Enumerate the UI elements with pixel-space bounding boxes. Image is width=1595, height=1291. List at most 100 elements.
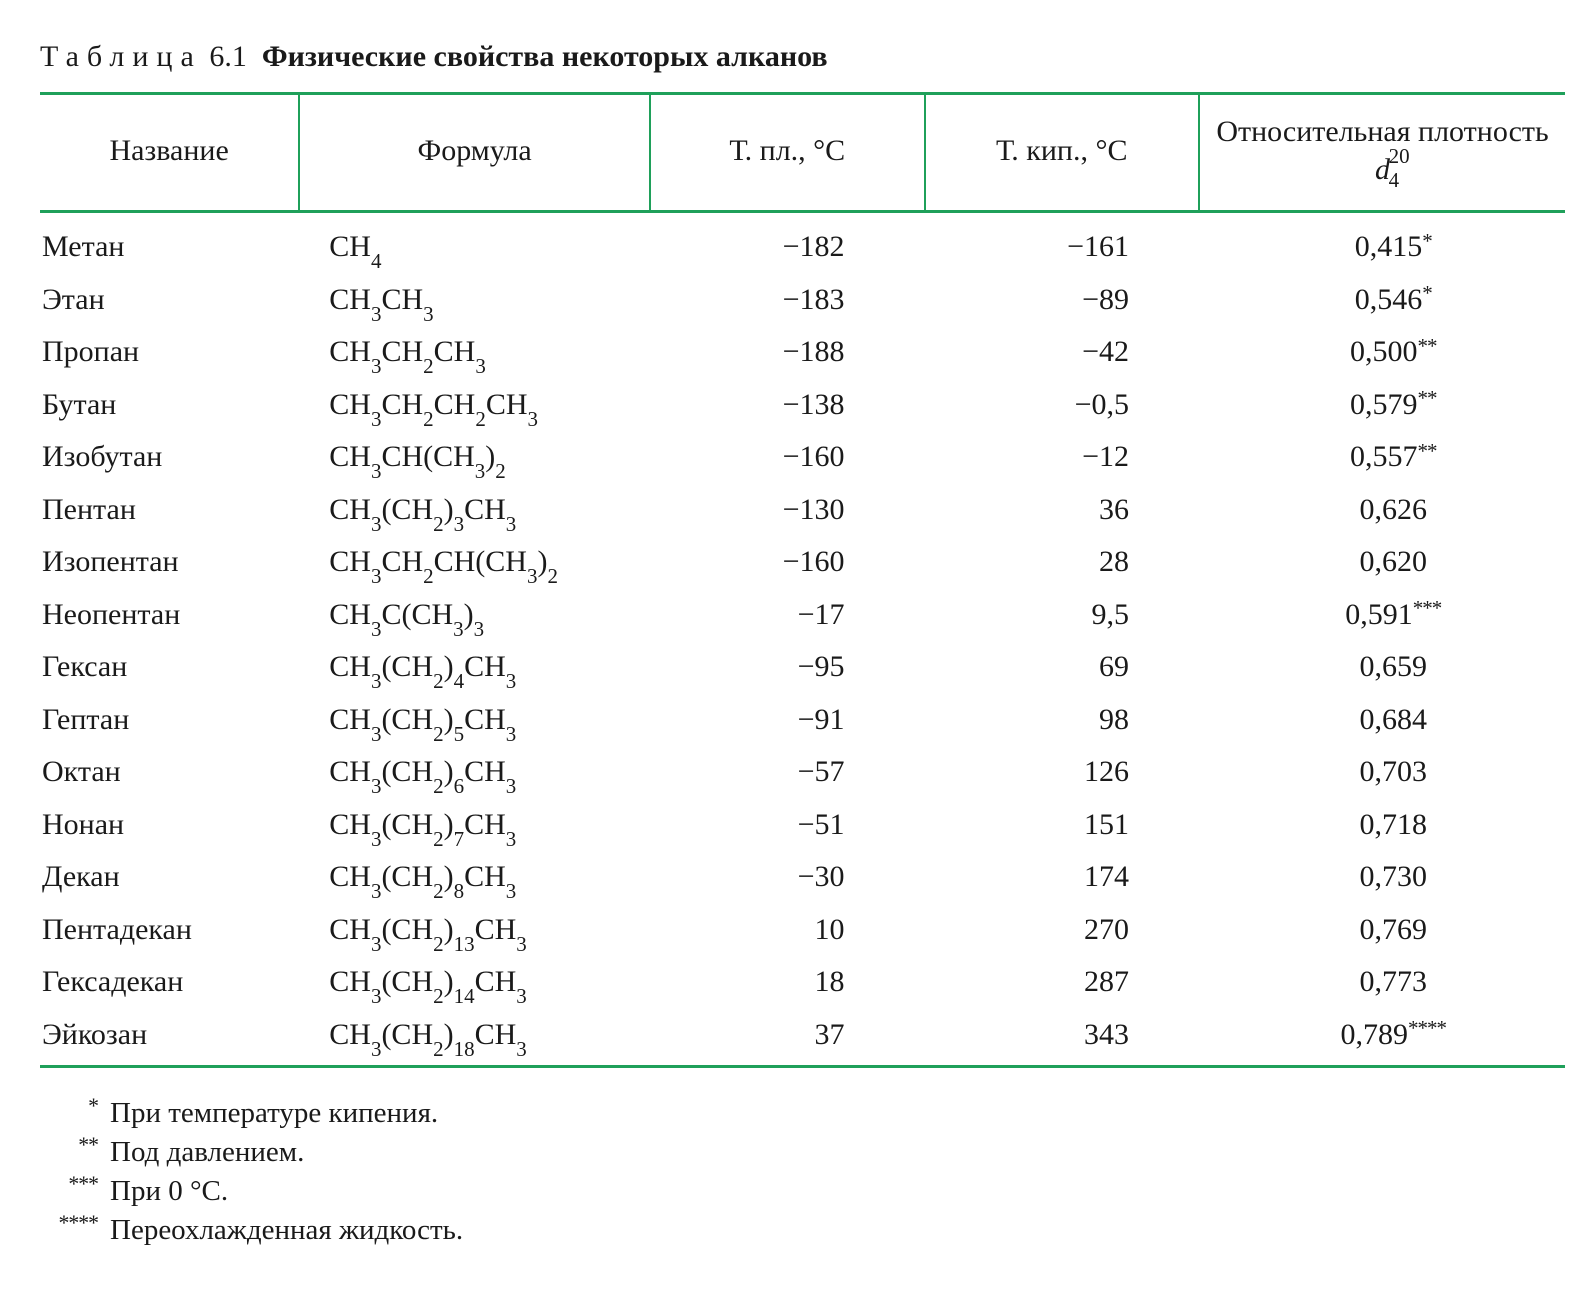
footnote-row: *При температуре кипения. bbox=[40, 1094, 1565, 1133]
cell-density: 0,659 bbox=[1199, 641, 1565, 694]
footnote-text: Переохлажденная жидкость. bbox=[110, 1211, 1565, 1250]
cell-name: Гексан bbox=[40, 641, 299, 694]
table-row: ГексанCH3(CH2)4CH3−95690,659 bbox=[40, 641, 1565, 694]
cell-boiling-point: 28 bbox=[925, 536, 1200, 589]
cell-boiling-point: −42 bbox=[925, 326, 1200, 379]
cell-formula: CH4 bbox=[299, 212, 650, 274]
cell-formula: CH3(CH2)7CH3 bbox=[299, 799, 650, 852]
cell-melting-point: −183 bbox=[650, 274, 925, 327]
footnote-row: **Под давлением. bbox=[40, 1133, 1565, 1172]
cell-formula: CH3(CH2)14CH3 bbox=[299, 956, 650, 1009]
col-header-tb: Т. кип., °C bbox=[925, 94, 1200, 212]
footnote-text: При 0 °C. bbox=[110, 1172, 1565, 1211]
cell-melting-point: −17 bbox=[650, 589, 925, 642]
col-header-formula: Формула bbox=[299, 94, 650, 212]
cell-density: 0,718 bbox=[1199, 799, 1565, 852]
cell-name: Изобутан bbox=[40, 431, 299, 484]
table-row: ЭйкозанCH3(CH2)18CH3373430,789**** bbox=[40, 1009, 1565, 1067]
cell-boiling-point: 69 bbox=[925, 641, 1200, 694]
cell-melting-point: −51 bbox=[650, 799, 925, 852]
cell-formula: CH3CH(CH3)2 bbox=[299, 431, 650, 484]
table-row: ДеканCH3(CH2)8CH3−301740,730 bbox=[40, 851, 1565, 904]
cell-melting-point: 18 bbox=[650, 956, 925, 1009]
table-row: ГексадеканCH3(CH2)14CH3182870,773 bbox=[40, 956, 1565, 1009]
table-row: ПентадеканCH3(CH2)13CH3102700,769 bbox=[40, 904, 1565, 957]
table-row: НеопентанCH3C(CH3)3−179,50,591*** bbox=[40, 589, 1565, 642]
cell-boiling-point: −12 bbox=[925, 431, 1200, 484]
cell-boiling-point: −89 bbox=[925, 274, 1200, 327]
cell-melting-point: −30 bbox=[650, 851, 925, 904]
cell-melting-point: −95 bbox=[650, 641, 925, 694]
footnote-mark: *** bbox=[40, 1170, 110, 1209]
caption-number: 6.1 bbox=[209, 40, 247, 73]
footnote-mark: ** bbox=[1418, 439, 1437, 463]
footnote-mark: *** bbox=[1413, 596, 1442, 620]
density-label-prefix: Относительная плотность bbox=[1216, 115, 1548, 148]
cell-formula: CH3CH2CH(CH3)2 bbox=[299, 536, 650, 589]
footnote-mark: ** bbox=[40, 1131, 110, 1170]
cell-formula: CH3(CH2)8CH3 bbox=[299, 851, 650, 904]
cell-name: Пропан bbox=[40, 326, 299, 379]
cell-density: 0,579** bbox=[1199, 379, 1565, 432]
cell-name: Нонан bbox=[40, 799, 299, 852]
cell-name: Декан bbox=[40, 851, 299, 904]
caption-title: Физические свойства некоторых алканов bbox=[262, 40, 828, 73]
cell-density: 0,591*** bbox=[1199, 589, 1565, 642]
table-row: ПентанCH3(CH2)3CH3−130360,626 bbox=[40, 484, 1565, 537]
table-header-row: Название Формула Т. пл., °C Т. кип., °C … bbox=[40, 94, 1565, 212]
footnote-mark: * bbox=[1422, 229, 1432, 253]
cell-formula: CH3(CH2)3CH3 bbox=[299, 484, 650, 537]
cell-melting-point: −57 bbox=[650, 746, 925, 799]
cell-melting-point: 10 bbox=[650, 904, 925, 957]
table-caption: Таблица 6.1 Физические свойства некоторы… bbox=[40, 40, 1565, 74]
table-row: ГептанCH3(CH2)5CH3−91980,684 bbox=[40, 694, 1565, 747]
footnote-row: ****Переохлажденная жидкость. bbox=[40, 1211, 1565, 1250]
cell-name: Этан bbox=[40, 274, 299, 327]
table-row: ИзобутанCH3CH(CH3)2−160−120,557** bbox=[40, 431, 1565, 484]
cell-name: Метан bbox=[40, 212, 299, 274]
col-header-name: Название bbox=[40, 94, 299, 212]
cell-density: 0,703 bbox=[1199, 746, 1565, 799]
cell-formula: CH3(CH2)18CH3 bbox=[299, 1009, 650, 1067]
footnote-mark: **** bbox=[40, 1209, 110, 1248]
cell-formula: CH3(CH2)5CH3 bbox=[299, 694, 650, 747]
cell-density: 0,730 bbox=[1199, 851, 1565, 904]
footnote-mark: * bbox=[40, 1092, 110, 1131]
cell-name: Эйкозан bbox=[40, 1009, 299, 1067]
footnote-text: При температуре кипения. bbox=[110, 1094, 1565, 1133]
cell-density: 0,789**** bbox=[1199, 1009, 1565, 1067]
cell-formula: CH3(CH2)4CH3 bbox=[299, 641, 650, 694]
cell-formula: CH3(CH2)13CH3 bbox=[299, 904, 650, 957]
cell-boiling-point: 151 bbox=[925, 799, 1200, 852]
cell-boiling-point: 343 bbox=[925, 1009, 1200, 1067]
cell-melting-point: −130 bbox=[650, 484, 925, 537]
cell-boiling-point: 36 bbox=[925, 484, 1200, 537]
cell-density: 0,415* bbox=[1199, 212, 1565, 274]
cell-formula: CH3CH3 bbox=[299, 274, 650, 327]
cell-density: 0,626 bbox=[1199, 484, 1565, 537]
cell-formula: CH3C(CH3)3 bbox=[299, 589, 650, 642]
cell-boiling-point: 174 bbox=[925, 851, 1200, 904]
table-row: БутанCH3CH2CH2CH3−138−0,50,579** bbox=[40, 379, 1565, 432]
cell-melting-point: −188 bbox=[650, 326, 925, 379]
table-body: МетанCH4−182−1610,415*ЭтанCH3CH3−183−890… bbox=[40, 212, 1565, 1067]
cell-density: 0,769 bbox=[1199, 904, 1565, 957]
cell-formula: CH3CH2CH2CH3 bbox=[299, 379, 650, 432]
footnote-text: Под давлением. bbox=[110, 1133, 1565, 1172]
cell-density: 0,546* bbox=[1199, 274, 1565, 327]
cell-boiling-point: 98 bbox=[925, 694, 1200, 747]
density-symbol: d420 bbox=[1375, 151, 1390, 189]
col-header-density: Относительная плотность d420 bbox=[1199, 94, 1565, 212]
cell-density: 0,500** bbox=[1199, 326, 1565, 379]
cell-density: 0,557** bbox=[1199, 431, 1565, 484]
footnote-mark: * bbox=[1422, 281, 1432, 305]
cell-name: Пентан bbox=[40, 484, 299, 537]
cell-name: Бутан bbox=[40, 379, 299, 432]
cell-boiling-point: 270 bbox=[925, 904, 1200, 957]
cell-formula: CH3(CH2)6CH3 bbox=[299, 746, 650, 799]
cell-density: 0,684 bbox=[1199, 694, 1565, 747]
footnote-row: ***При 0 °C. bbox=[40, 1172, 1565, 1211]
cell-formula: CH3CH2CH3 bbox=[299, 326, 650, 379]
cell-density: 0,620 bbox=[1199, 536, 1565, 589]
footnote-mark: **** bbox=[1408, 1016, 1446, 1040]
